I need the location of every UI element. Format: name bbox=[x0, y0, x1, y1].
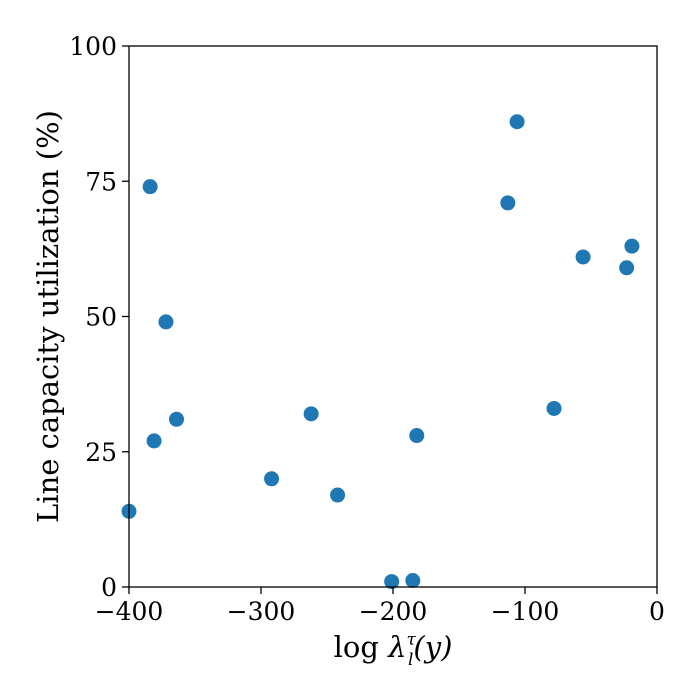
data-point bbox=[330, 487, 346, 503]
y-tick-label: 0 bbox=[101, 573, 117, 602]
y-tick-label: 50 bbox=[85, 303, 117, 332]
data-point bbox=[158, 314, 174, 330]
x-tick-label: −100 bbox=[491, 597, 560, 626]
data-point bbox=[384, 574, 400, 590]
y-axis-ticks: 0 25 50 75 100 bbox=[69, 32, 129, 602]
y-axis-label: Line capacity utilization (%) bbox=[31, 110, 65, 523]
x-axis-label: log λτ l(y) bbox=[334, 630, 453, 670]
x-axis-label-superscript: τ bbox=[407, 630, 417, 650]
x-tick-label: −400 bbox=[95, 597, 164, 626]
data-point bbox=[169, 411, 185, 427]
data-point bbox=[509, 114, 525, 130]
data-points bbox=[121, 114, 640, 590]
data-point bbox=[264, 471, 280, 487]
data-point bbox=[500, 195, 516, 211]
x-axis-label-argument: (y) bbox=[413, 630, 452, 664]
data-point bbox=[405, 573, 421, 589]
x-axis-label-subscript: l bbox=[408, 650, 413, 670]
x-tick-label: 0 bbox=[649, 597, 665, 626]
y-tick-label: 75 bbox=[85, 167, 117, 196]
x-tick-label: −200 bbox=[359, 597, 428, 626]
data-point bbox=[619, 260, 635, 276]
x-axis-label-symbol: λ bbox=[387, 630, 406, 664]
data-point bbox=[142, 179, 158, 195]
data-point bbox=[624, 238, 640, 254]
plot-frame bbox=[128, 45, 658, 588]
data-point bbox=[575, 249, 591, 265]
y-tick-label: 25 bbox=[85, 438, 117, 467]
data-point bbox=[546, 400, 562, 416]
x-axis-ticks: −400 −300 −200 −100 0 bbox=[95, 587, 665, 626]
data-point bbox=[303, 406, 319, 422]
x-axis-label-main: log bbox=[334, 630, 389, 664]
data-point bbox=[409, 428, 425, 444]
x-tick-label: −300 bbox=[227, 597, 296, 626]
data-point bbox=[146, 433, 162, 449]
y-tick-label: 100 bbox=[69, 32, 117, 61]
